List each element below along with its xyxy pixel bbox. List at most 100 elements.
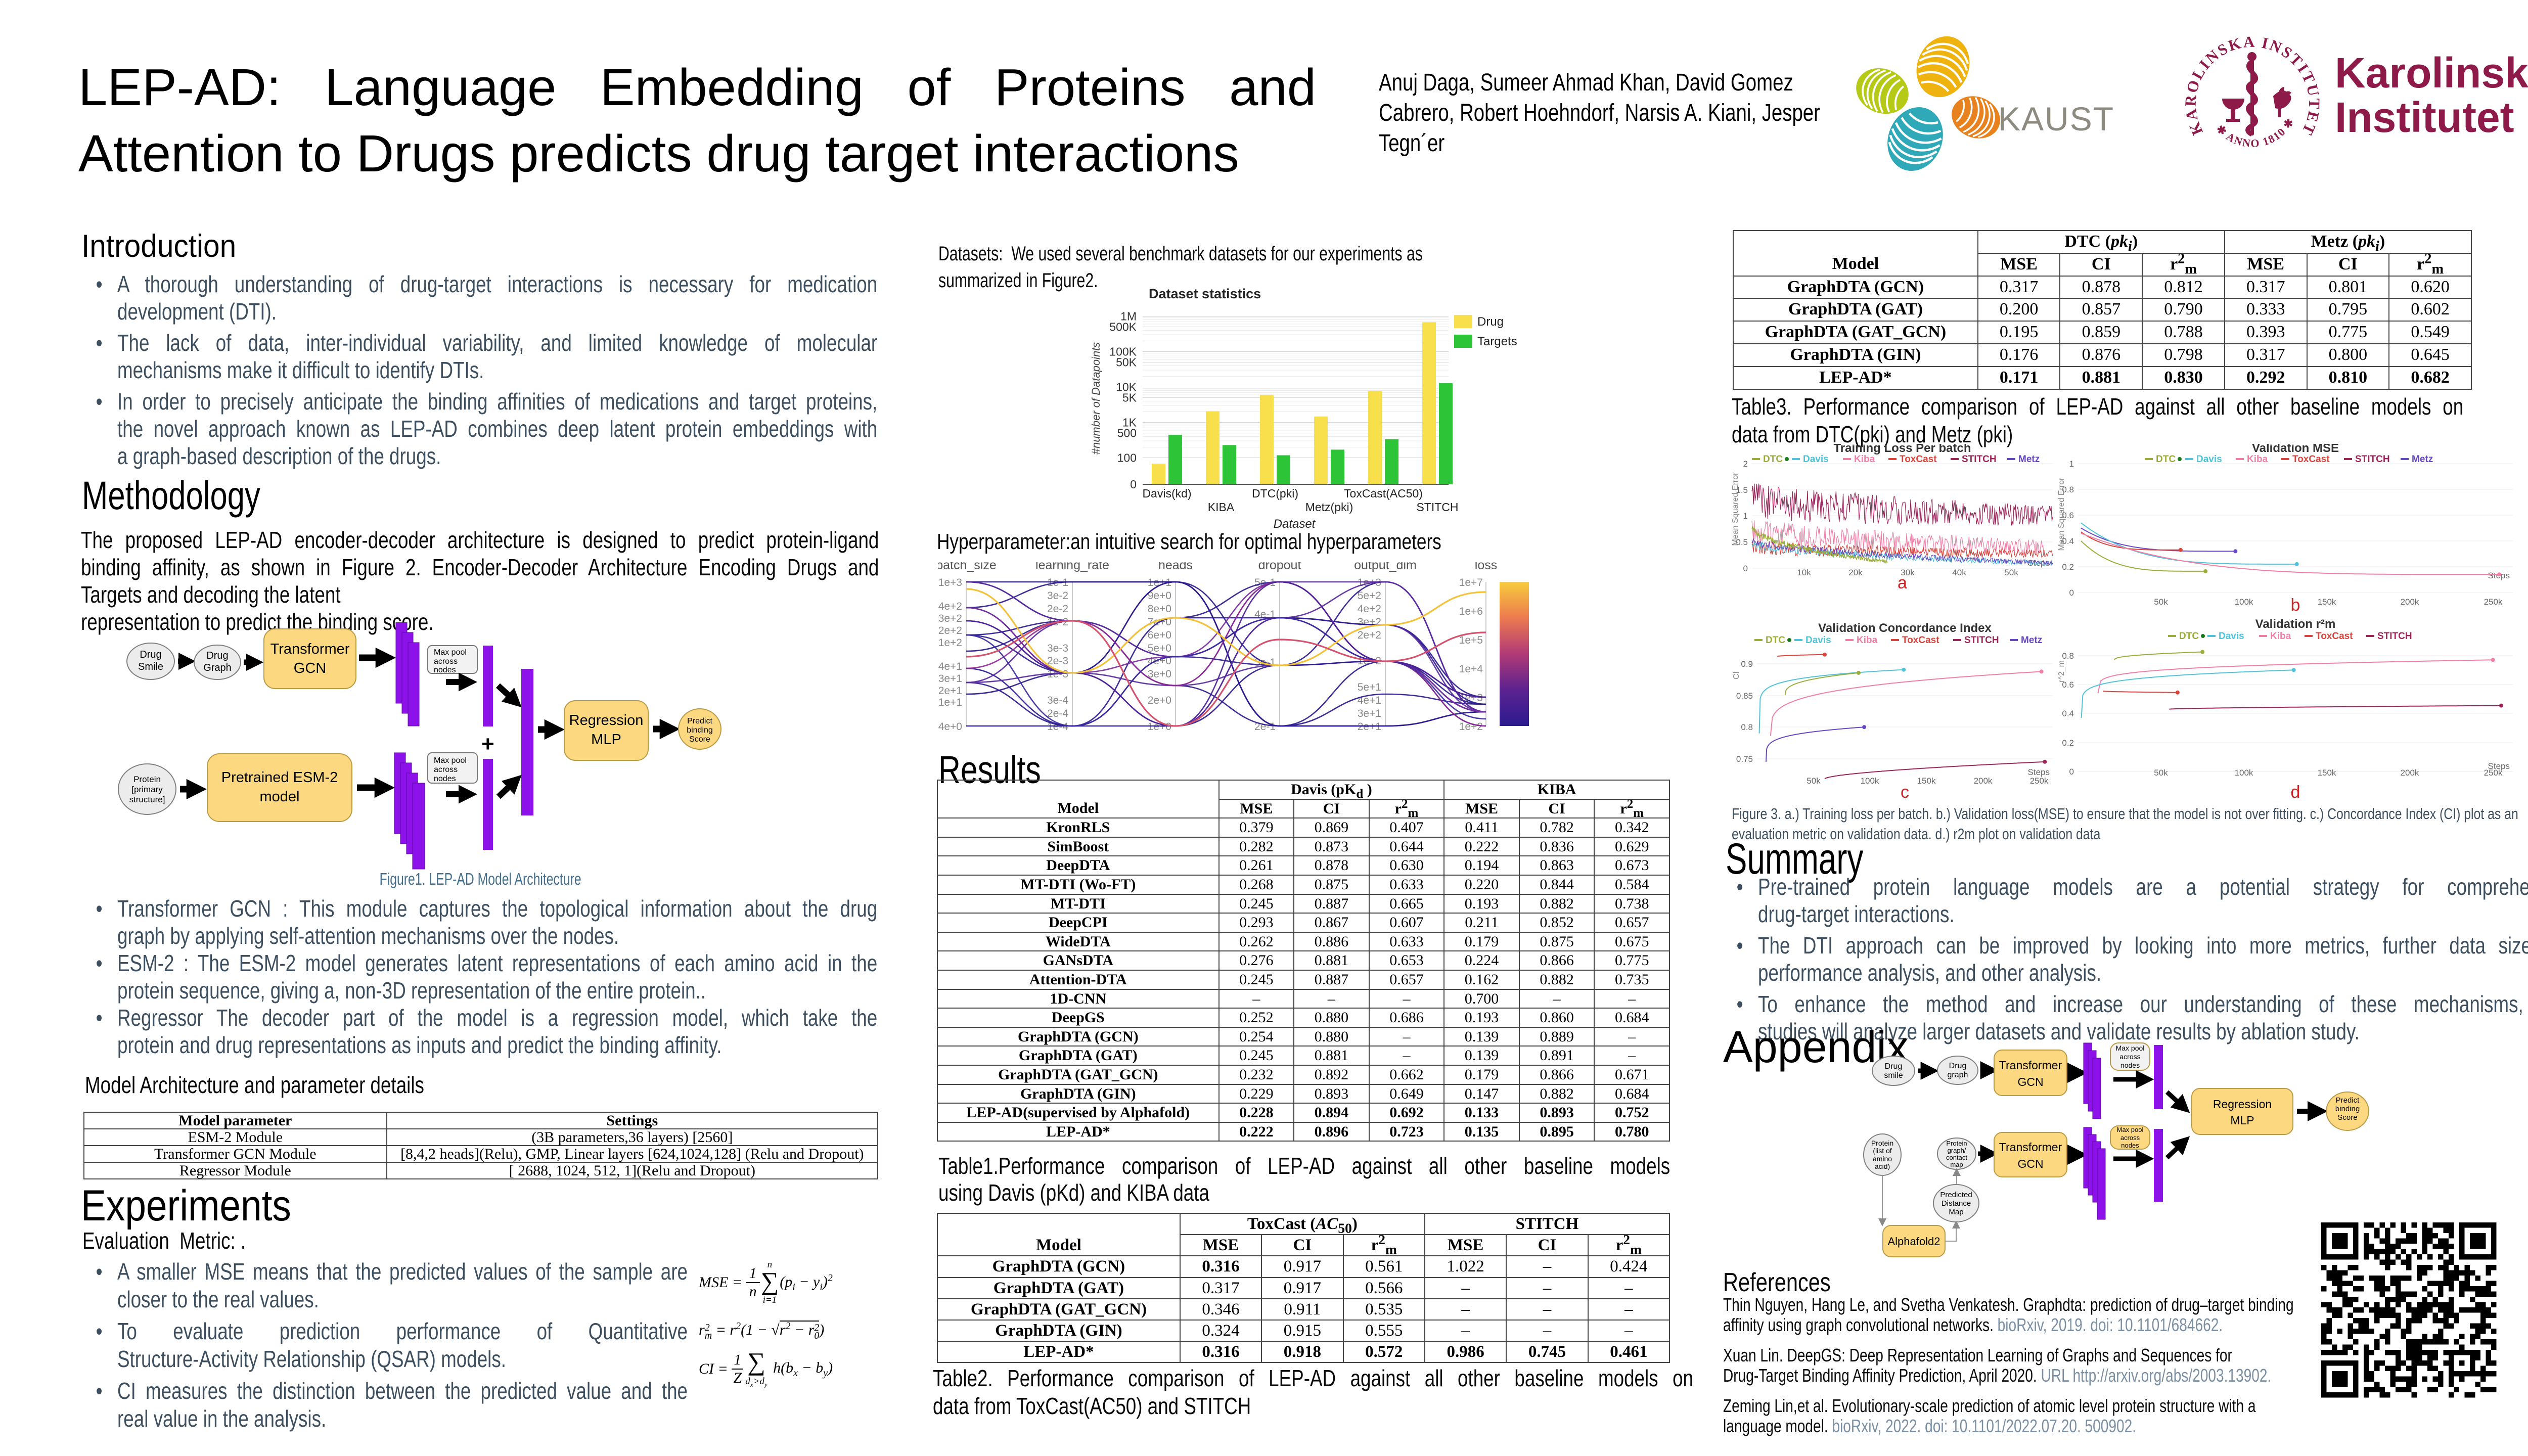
svg-text:GCN: GCN	[294, 660, 326, 676]
svg-text:a: a	[1898, 573, 1907, 593]
svg-text:Pretrained ESM-2: Pretrained ESM-2	[221, 769, 338, 786]
svg-text:DTC(pki): DTC(pki)	[1252, 487, 1298, 500]
svg-text:0.6: 0.6	[2062, 680, 2074, 690]
svg-text:Max pool: Max pool	[2117, 1126, 2144, 1133]
svg-text:8e+0: 8e+0	[1148, 603, 1171, 615]
svg-text:2e-2: 2e-2	[1047, 603, 1068, 615]
svg-text:loss: loss	[1475, 562, 1497, 572]
svg-text:100k: 100k	[1861, 776, 1879, 786]
svg-text:[primary: [primary	[131, 785, 163, 794]
svg-text:200k: 200k	[2401, 768, 2419, 778]
svg-text:Drug: Drug	[1477, 315, 1504, 329]
svg-text:250k: 250k	[2484, 768, 2503, 778]
svg-text:Dataset statistics: Dataset statistics	[1149, 286, 1261, 301]
svg-text:4e+1: 4e+1	[1358, 695, 1381, 706]
svg-text:0.2: 0.2	[2062, 562, 2074, 572]
svg-text:graph: graph	[1948, 1071, 1968, 1079]
svg-text:1K: 1K	[1122, 416, 1137, 429]
svg-text:0.85: 0.85	[1736, 691, 1753, 701]
svg-text:150k: 150k	[2318, 597, 2336, 607]
svg-text:smile: smile	[1884, 1071, 1903, 1080]
svg-text:Kiba: Kiba	[2247, 454, 2268, 465]
svg-text:Drug: Drug	[140, 649, 161, 660]
svg-text:output_dim: output_dim	[1354, 562, 1417, 572]
svg-text:Kiba: Kiba	[1857, 635, 1878, 646]
svg-text:GCN: GCN	[2017, 1157, 2043, 1170]
svg-text:binding: binding	[2335, 1105, 2360, 1113]
svg-text:across: across	[2119, 1053, 2140, 1061]
svg-text:250k: 250k	[2484, 597, 2503, 607]
svg-text:0: 0	[1743, 564, 1748, 573]
svg-text:STITCH: STITCH	[1416, 500, 1458, 514]
svg-text:DTC: DTC	[2179, 631, 2199, 642]
svg-text:2e-3: 2e-3	[1047, 655, 1068, 667]
svg-text:1.5: 1.5	[1736, 485, 1748, 495]
svg-text:b: b	[2291, 596, 2300, 615]
svg-text:0.8: 0.8	[1741, 722, 1753, 732]
svg-text:Graph: Graph	[203, 662, 232, 673]
svg-text:Validation r²m: Validation r²m	[2255, 617, 2336, 631]
svg-text:1e+2: 1e+2	[938, 637, 962, 649]
svg-text:Davis: Davis	[1803, 454, 1829, 465]
svg-text:0: 0	[2069, 588, 2074, 598]
svg-text:Transformer: Transformer	[1999, 1059, 2062, 1072]
svg-text:Predicted: Predicted	[1940, 1191, 1972, 1199]
svg-text:0: 0	[2069, 767, 2074, 777]
svg-text:across: across	[434, 765, 458, 774]
svg-text:across: across	[2120, 1134, 2140, 1142]
svg-text:STITCH: STITCH	[1962, 454, 1997, 465]
svg-text:STITCH: STITCH	[2355, 454, 2390, 465]
svg-text:Dataset: Dataset	[1274, 517, 1316, 531]
svg-text:across: across	[434, 657, 458, 666]
svg-text:100k: 100k	[2235, 597, 2253, 607]
svg-text:Max pool: Max pool	[434, 756, 467, 765]
svg-text:#number of Datapoints: #number of Datapoints	[1090, 342, 1102, 455]
svg-text:6e+0: 6e+0	[1148, 629, 1171, 641]
svg-text:Drug: Drug	[1949, 1062, 1967, 1070]
svg-text:1e+7: 1e+7	[1459, 577, 1483, 588]
svg-text:Davis: Davis	[2196, 454, 2222, 465]
svg-text:Targets: Targets	[1477, 335, 1517, 348]
svg-text:50k: 50k	[2154, 768, 2168, 778]
svg-text:Max pool: Max pool	[2116, 1044, 2145, 1052]
svg-text:9e+0: 9e+0	[1148, 590, 1171, 602]
svg-text:3e-3: 3e-3	[1047, 643, 1068, 654]
svg-text:150k: 150k	[2318, 768, 2336, 778]
svg-text:100k: 100k	[2235, 768, 2253, 778]
svg-text:Metz: Metz	[2018, 454, 2040, 465]
svg-text:2e+2: 2e+2	[938, 625, 962, 636]
svg-text:Validation MSE: Validation MSE	[2252, 444, 2339, 455]
svg-text:5e+2: 5e+2	[1358, 590, 1381, 602]
svg-text:3e+1: 3e+1	[938, 673, 962, 685]
svg-text:Mean Squared Error: Mean Squared Error	[1731, 472, 1740, 546]
svg-text:100: 100	[1117, 451, 1137, 465]
svg-text:(list of: (list of	[1873, 1147, 1891, 1155]
svg-text:1e+1: 1e+1	[1148, 577, 1171, 588]
svg-text:heads: heads	[1158, 562, 1193, 572]
svg-text:3e-2: 3e-2	[1047, 590, 1068, 602]
svg-text:1e+6: 1e+6	[1459, 606, 1483, 617]
svg-text:Protein: Protein	[133, 775, 161, 784]
svg-text:10K: 10K	[1116, 381, 1137, 394]
svg-text:Steps: Steps	[2488, 761, 2510, 771]
svg-text:4e+2: 4e+2	[1358, 603, 1381, 615]
svg-text:Metz: Metz	[2021, 635, 2042, 646]
svg-text:Validation Concordance Index: Validation Concordance Index	[1818, 621, 1992, 635]
svg-text:500K: 500K	[1109, 321, 1137, 334]
svg-text:DTC: DTC	[2156, 454, 2176, 465]
svg-text:Training Loss Per batch: Training Loss Per batch	[1833, 444, 1971, 455]
svg-text:2: 2	[1743, 459, 1748, 469]
svg-text:30k: 30k	[1901, 568, 1915, 577]
svg-text:model: model	[260, 789, 300, 805]
svg-text:Map: Map	[1949, 1208, 1963, 1216]
svg-text:0.8: 0.8	[2062, 651, 2074, 661]
svg-text:0.4: 0.4	[2062, 536, 2074, 546]
svg-text:Protein: Protein	[1946, 1140, 1967, 1147]
svg-text:nodes: nodes	[2121, 1142, 2139, 1149]
svg-text:1e+4: 1e+4	[1459, 663, 1483, 675]
svg-text:200k: 200k	[1974, 776, 1993, 786]
svg-text:5K: 5K	[1122, 391, 1137, 404]
svg-text:2e+0: 2e+0	[1148, 695, 1171, 706]
svg-text:nodes: nodes	[434, 666, 456, 674]
svg-text:nodes: nodes	[434, 775, 456, 783]
